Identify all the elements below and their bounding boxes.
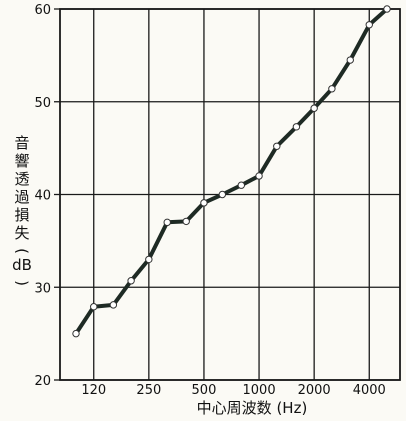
y-axis-title-char: dB [12, 256, 32, 274]
y-tick-label: 30 [34, 281, 51, 296]
plot-border [59, 8, 401, 381]
series-line [74, 7, 389, 336]
data-point [90, 303, 98, 311]
y-axis-title-char: 透 [14, 170, 29, 188]
x-tick-label: 500 [192, 383, 217, 398]
data-point [200, 199, 208, 207]
x-tick-labels: 120 250 500 1000 2000 4000 [81, 383, 385, 398]
x-tick-label: 120 [81, 383, 106, 398]
data-point [255, 172, 263, 180]
data-point [365, 21, 373, 29]
y-tick-label: 50 [34, 96, 51, 111]
y-tick-label: 20 [34, 374, 51, 389]
y-tick-labels: 20 30 40 50 60 [34, 3, 51, 389]
y-tick-label: 60 [34, 3, 51, 18]
data-point [292, 123, 301, 131]
y-axis-title-char: 損 [14, 206, 29, 224]
data-point [127, 277, 135, 285]
y-axis-title-char: 響 [14, 152, 29, 170]
data-point [346, 56, 354, 64]
x-axis-title: 中心周波数 (Hz) [197, 399, 308, 417]
data-point [182, 217, 190, 226]
data-point [145, 255, 153, 264]
data-point [237, 181, 246, 189]
x-tick-label: 1000 [243, 383, 276, 398]
y-tick-label: 40 [34, 189, 51, 204]
x-tick-label: 4000 [353, 383, 386, 398]
data-point [328, 85, 336, 93]
y-axis-title-char: ( [13, 248, 31, 254]
y-axis-title-char: 過 [14, 188, 29, 206]
data-point [310, 104, 318, 112]
data-point [218, 190, 227, 199]
x-tick-label: 2000 [298, 383, 331, 398]
data-point [273, 142, 281, 150]
data-point [383, 5, 391, 13]
series-layer [74, 7, 389, 336]
y-axis-title-char: 失 [14, 224, 29, 242]
data-point [163, 218, 171, 227]
y-axis-title-char: 音 [14, 134, 29, 152]
x-tick-label: 250 [136, 383, 161, 398]
y-axis-title-char: ) [13, 280, 31, 286]
marker-layer [72, 5, 391, 338]
data-point [72, 329, 80, 338]
data-point [109, 301, 118, 309]
